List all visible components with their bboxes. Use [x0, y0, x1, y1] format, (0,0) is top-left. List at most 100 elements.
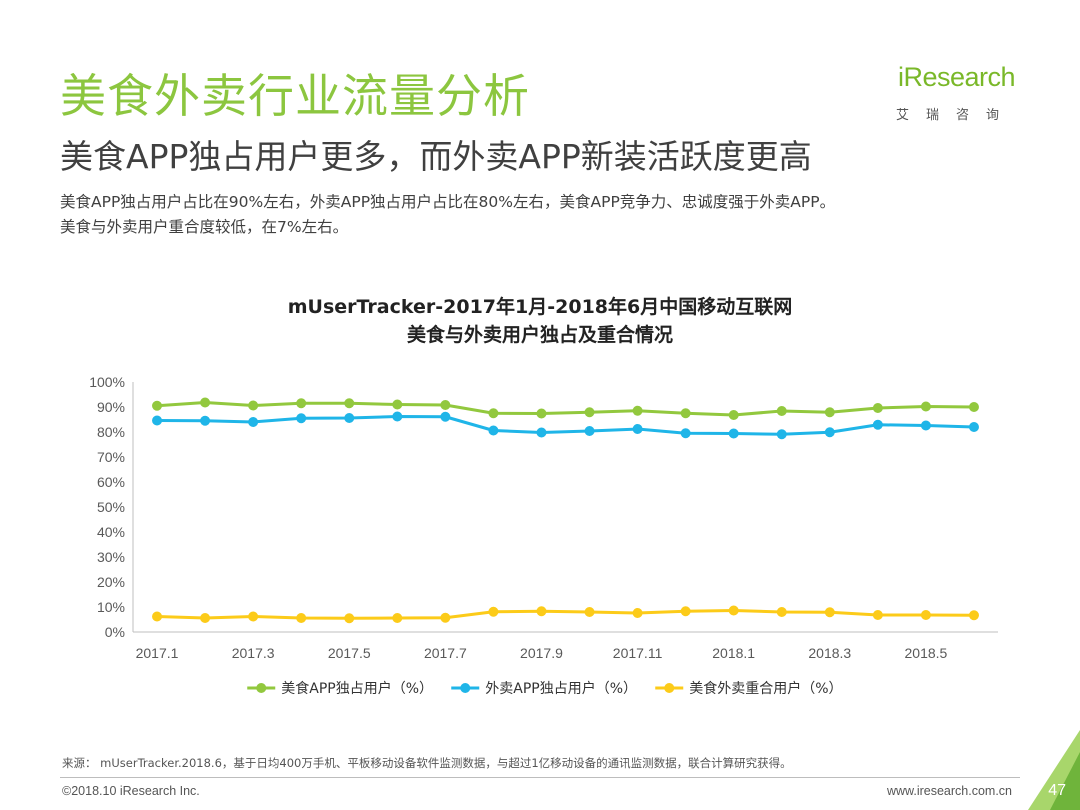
x-tick-label: 2017.9	[520, 645, 563, 661]
description-line: 美食APP独占用户占比在90%左右，外卖APP独占用户占比在80%左右，美食AP…	[60, 193, 836, 211]
y-tick-label: 0%	[105, 624, 125, 640]
data-point	[680, 408, 691, 419]
chart-title-line-2: 美食与外卖用户独占及重合情况	[406, 324, 673, 346]
data-point	[584, 607, 595, 617]
website-link[interactable]: www.iresearch.com.cn	[886, 784, 1012, 798]
data-point	[296, 613, 307, 623]
series-line-2	[157, 415, 975, 436]
legend-label: 外卖APP独占用户（%）	[485, 680, 637, 697]
data-point	[728, 605, 739, 616]
data-point	[248, 417, 259, 427]
data-point	[536, 408, 547, 419]
data-point	[200, 415, 211, 426]
data-point	[536, 606, 547, 617]
slide-subtitle: 美食APP独占用户更多，而外卖APP新装活跃度更高	[60, 137, 812, 176]
data-point	[680, 428, 691, 439]
x-tick-label: 2017.3	[232, 645, 275, 661]
data-point	[584, 426, 595, 436]
data-point	[632, 424, 643, 434]
data-point	[776, 406, 787, 416]
data-point	[584, 407, 595, 418]
data-point	[440, 411, 451, 422]
description-line: 美食与外卖用户重合度较低，在7%左右。	[60, 218, 349, 236]
series-line-3	[156, 609, 974, 620]
page-number: 47	[1048, 782, 1066, 799]
y-tick-label: 10%	[97, 599, 125, 615]
y-tick-label: 70%	[97, 449, 125, 465]
legend-swatch-marker	[664, 683, 675, 693]
data-point	[920, 610, 931, 620]
data-point	[152, 611, 163, 622]
logo-subtext: 艾瑞咨询	[896, 108, 1017, 123]
data-point	[776, 607, 787, 617]
data-point	[440, 612, 451, 623]
y-tick-label: 100%	[89, 374, 125, 390]
data-point	[248, 611, 259, 622]
data-point	[920, 401, 931, 412]
y-tick-label: 20%	[97, 574, 125, 590]
description: 美食APP独占用户占比在90%左右，外卖APP独占用户占比在80%左右，美食AP…	[60, 190, 1050, 240]
data-point	[200, 397, 211, 408]
data-point	[344, 398, 355, 409]
data-point	[776, 429, 787, 440]
data-point	[392, 399, 403, 410]
data-point	[296, 413, 307, 424]
data-point	[152, 415, 163, 426]
data-point	[872, 419, 883, 430]
copyright: ©2018.10 iResearch Inc.	[62, 784, 200, 798]
legend-label: 美食外卖重合用户（%）	[689, 680, 842, 697]
data-point	[728, 428, 739, 439]
legend-swatch-marker	[256, 683, 267, 693]
chart-title-line-1: mUserTracker-2017年1月-2018年6月中国移动互联网	[287, 296, 793, 318]
y-tick-label: 90%	[97, 399, 125, 415]
x-tick-label: 2017.1	[136, 645, 179, 661]
source-note: 来源： mUserTracker.2018.6，基于日均400万手机、平板移动设…	[62, 756, 792, 770]
data-point	[344, 613, 355, 624]
data-point	[728, 410, 739, 420]
data-point	[344, 413, 355, 423]
data-point	[200, 613, 211, 623]
legend-swatch-marker	[460, 683, 471, 693]
data-point	[920, 420, 931, 431]
y-tick-label: 80%	[97, 424, 125, 440]
data-point	[488, 425, 499, 436]
data-point	[632, 608, 643, 618]
x-tick-label: 2017.5	[328, 645, 371, 661]
y-tick-label: 50%	[97, 499, 125, 515]
y-tick-label: 40%	[97, 524, 125, 540]
x-tick-label: 2017.7	[424, 645, 467, 661]
data-point	[440, 400, 451, 410]
data-point	[968, 610, 979, 621]
x-tick-label: 2018.1	[712, 645, 755, 661]
footer-divider	[60, 777, 1020, 778]
x-tick-label: 2018.5	[905, 645, 948, 661]
data-point	[392, 411, 403, 422]
data-point	[680, 606, 691, 617]
data-point	[152, 400, 163, 411]
data-point	[968, 402, 979, 412]
data-point	[632, 405, 643, 416]
slide-title: 美食外卖行业流量分析	[60, 69, 530, 123]
data-point	[248, 400, 259, 411]
data-point	[872, 610, 883, 620]
logo-wordmark: iResearch	[898, 62, 1016, 92]
y-tick-label: 30%	[97, 549, 125, 565]
data-point	[488, 408, 499, 419]
line-chart: 0% 10% 20% 30% 40% 50% 60% 70% 80% 90% 100% 2017.1 2…	[89, 374, 998, 697]
data-point	[296, 398, 307, 409]
x-tick-label: 2018.3	[808, 645, 851, 661]
data-point	[536, 427, 547, 438]
data-point	[872, 403, 883, 413]
corner-decoration	[1028, 730, 1080, 810]
data-point	[824, 427, 835, 438]
data-point	[824, 407, 835, 418]
x-tick-label: 2017.11	[613, 645, 663, 661]
data-point	[392, 613, 403, 623]
series-line-1	[156, 401, 974, 417]
iresearch-logo: iResearch 艾瑞咨询	[890, 62, 1040, 126]
data-point	[488, 606, 499, 617]
y-tick-label: 60%	[97, 474, 125, 490]
data-point	[824, 607, 835, 618]
legend-label: 美食APP独占用户（%）	[281, 680, 433, 697]
data-point	[968, 422, 979, 432]
